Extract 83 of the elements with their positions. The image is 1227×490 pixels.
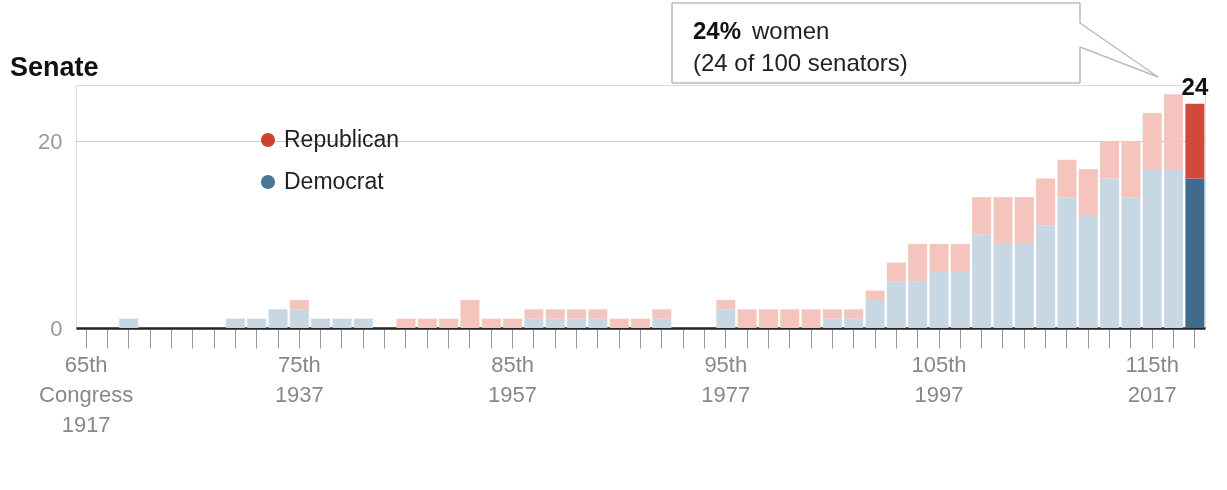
bar <box>1078 215 1098 328</box>
bar <box>758 309 778 328</box>
bar <box>567 318 587 328</box>
bar <box>1185 178 1205 328</box>
bar <box>545 309 565 319</box>
bar <box>225 318 245 328</box>
bar <box>1142 113 1162 170</box>
x-tick-label: 65th Congress 1917 <box>39 351 134 437</box>
bar <box>503 318 523 328</box>
bar <box>844 318 864 328</box>
total-label: 24 <box>1181 72 1209 100</box>
bar <box>1014 243 1034 328</box>
bar <box>588 318 608 328</box>
bar <box>1014 197 1034 244</box>
bar <box>972 234 992 328</box>
bar <box>886 281 906 328</box>
bar <box>567 309 587 319</box>
x-tick-label: 115th 2017 <box>1125 351 1179 407</box>
bar <box>1078 169 1098 216</box>
x-tick-label: 105th 1997 <box>911 351 967 407</box>
bar <box>1100 141 1120 179</box>
bar <box>247 318 267 328</box>
bar <box>950 271 970 328</box>
bar <box>289 299 309 310</box>
bar <box>652 309 672 319</box>
bar <box>1057 159 1077 198</box>
bar <box>716 299 736 310</box>
chart-title: Senate <box>10 52 99 82</box>
bar <box>1121 141 1141 198</box>
bar <box>908 281 928 328</box>
bar <box>780 309 800 328</box>
legend-label: Republican <box>284 126 400 152</box>
bar <box>1057 197 1077 328</box>
bar <box>865 299 885 328</box>
bar <box>716 309 736 328</box>
bar <box>822 318 842 328</box>
bar <box>865 290 885 300</box>
bar <box>972 197 992 235</box>
bar <box>417 318 437 328</box>
bar <box>1142 169 1162 328</box>
bar <box>119 318 139 328</box>
bar <box>311 318 331 328</box>
bar <box>1100 178 1120 328</box>
bar <box>396 318 416 328</box>
x-tick-label: 85th 1957 <box>488 351 538 407</box>
y-tick-label: 20 <box>38 128 63 154</box>
y-tick-label: 0 <box>50 315 63 341</box>
bar <box>631 318 650 328</box>
bar <box>1121 197 1141 328</box>
bar <box>1164 94 1184 170</box>
bar <box>993 243 1013 328</box>
bar <box>332 318 352 328</box>
bar <box>886 262 906 282</box>
bar <box>737 309 757 328</box>
bar <box>588 309 608 319</box>
bar <box>460 299 480 328</box>
text: (24 of 100 senators) <box>693 49 908 76</box>
bar <box>353 318 373 328</box>
bar <box>1036 178 1056 226</box>
bar <box>844 309 864 319</box>
legend-label: Democrat <box>284 168 385 194</box>
bar <box>950 243 970 272</box>
bar <box>439 318 459 328</box>
bar <box>268 309 288 328</box>
x-tick-label: 75th 1937 <box>274 351 324 407</box>
bar <box>929 271 949 328</box>
bar <box>929 243 949 272</box>
bar <box>289 309 309 328</box>
bar <box>524 318 544 328</box>
bar <box>1185 103 1205 179</box>
bar <box>481 318 501 328</box>
bar <box>545 318 565 328</box>
bar <box>609 318 629 328</box>
bar <box>822 309 842 319</box>
text: 24% women <box>693 17 830 44</box>
bar <box>908 243 928 282</box>
bar <box>801 309 821 328</box>
bar <box>1164 169 1184 328</box>
bar <box>652 318 672 328</box>
bar <box>1036 225 1056 328</box>
x-tick-label: 95th 1977 <box>701 351 751 407</box>
bar <box>993 197 1013 244</box>
bar <box>524 309 544 319</box>
